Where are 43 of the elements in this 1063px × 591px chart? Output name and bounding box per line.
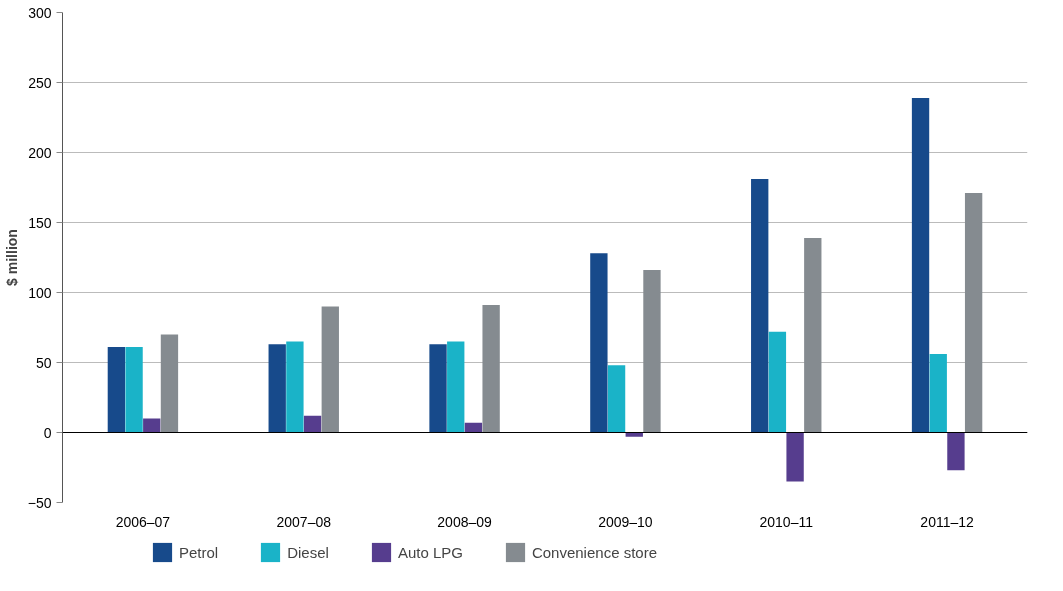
- bar: [107, 347, 126, 433]
- y-tick-label: 300: [28, 4, 52, 21]
- x-tick-label: 2009–10: [598, 513, 653, 530]
- y-axis-title: $ million: [3, 229, 20, 286]
- y-tick-label: 250: [28, 74, 52, 91]
- bar: [911, 97, 930, 433]
- bar: [590, 253, 608, 433]
- y-tick-label: 200: [28, 144, 52, 161]
- bar: [768, 331, 787, 433]
- bar: [321, 306, 339, 433]
- bar: [751, 179, 769, 433]
- x-tick-label: 2007–08: [276, 513, 332, 530]
- bar: [160, 334, 179, 433]
- bar: [607, 365, 626, 433]
- y-tick-label: 100: [28, 284, 52, 301]
- bar: [625, 432, 643, 437]
- bar: [125, 347, 143, 433]
- legend-label: Auto LPG: [397, 543, 463, 561]
- x-tick-label: 2006–07: [115, 513, 171, 530]
- bar: [429, 344, 447, 433]
- legend-label: Petrol: [179, 543, 219, 561]
- y-tick-label: 150: [28, 214, 52, 231]
- bar: [143, 418, 161, 433]
- y-tick-label: −50: [27, 494, 52, 511]
- bar: [303, 415, 322, 433]
- y-tick-label: 0: [43, 424, 52, 441]
- legend-label: Convenience store: [531, 543, 657, 561]
- bar: [643, 270, 661, 433]
- y-tick-label: 50: [35, 354, 52, 371]
- x-tick-label: 2011–12: [920, 513, 975, 530]
- bar: [947, 432, 965, 471]
- legend-label: Diesel: [287, 543, 329, 561]
- bar: [482, 305, 500, 433]
- bar: [929, 354, 947, 433]
- bar: [447, 341, 465, 433]
- x-tick-label: 2008–09: [437, 513, 493, 530]
- bar: [804, 237, 822, 433]
- bar: [464, 422, 483, 433]
- bar: [268, 344, 286, 433]
- bar: [964, 193, 983, 433]
- bar: [286, 341, 304, 433]
- bar: [786, 432, 804, 482]
- x-tick-label: 2010–11: [759, 513, 814, 530]
